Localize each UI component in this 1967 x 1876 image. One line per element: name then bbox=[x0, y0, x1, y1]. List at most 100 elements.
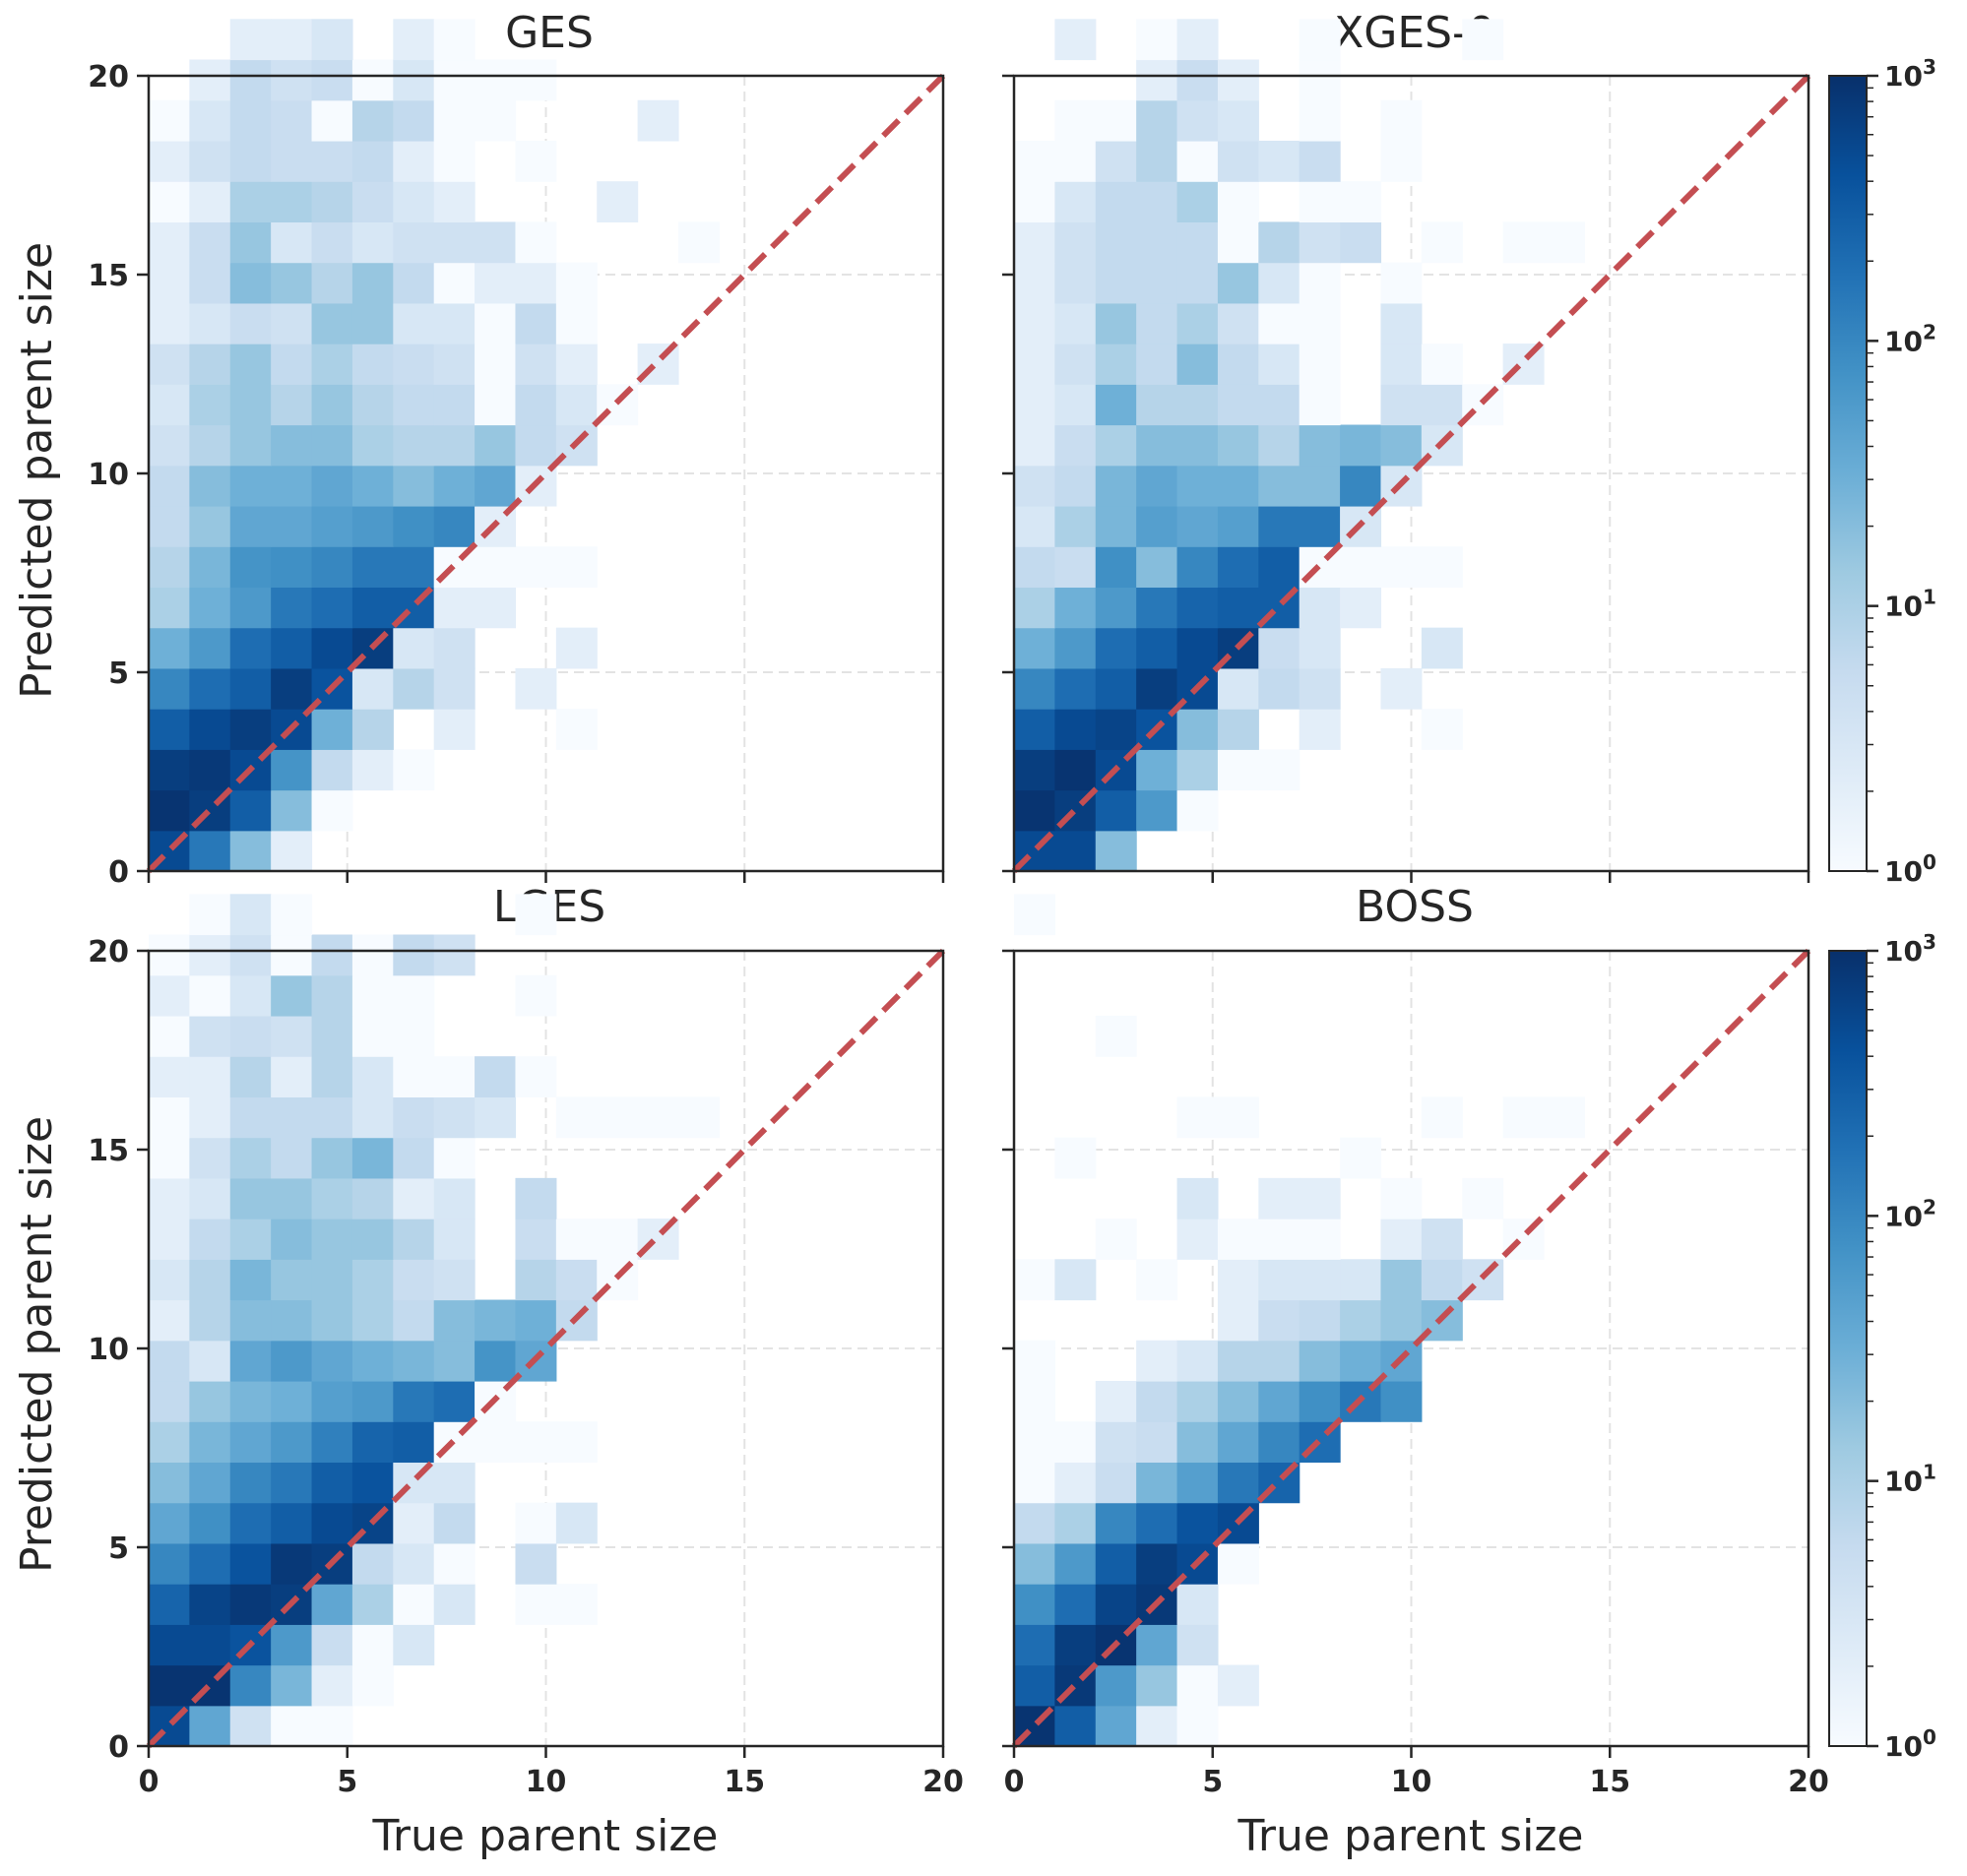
heatmap-cell bbox=[1054, 1705, 1097, 1747]
heatmap-cell bbox=[229, 99, 272, 142]
heatmap-cell bbox=[393, 465, 435, 507]
heatmap-cell bbox=[1014, 789, 1055, 832]
y-ticks bbox=[1002, 949, 1014, 1748]
heatmap-cell bbox=[1258, 1299, 1301, 1342]
heatmap-cell bbox=[271, 974, 313, 1017]
heatmap-cell bbox=[229, 1137, 272, 1179]
heatmap-cell bbox=[1217, 424, 1259, 467]
heatmap-cell bbox=[433, 1299, 476, 1342]
heatmap-cell bbox=[149, 1137, 190, 1179]
heatmap-cell bbox=[1136, 1421, 1178, 1464]
heatmap-cell bbox=[1421, 709, 1463, 750]
heatmap-cell bbox=[678, 1096, 720, 1139]
heatmap-cell bbox=[475, 1299, 517, 1342]
heatmap-cell bbox=[1299, 99, 1341, 142]
heatmap-cell bbox=[1136, 384, 1178, 426]
heatmap-cell bbox=[1258, 546, 1301, 589]
heatmap-cell bbox=[1014, 140, 1055, 182]
heatmap-cell bbox=[1258, 465, 1301, 507]
heatmap-cell bbox=[515, 344, 557, 385]
x-tick-label: 20 bbox=[922, 1765, 964, 1799]
heatmap-cell bbox=[1502, 221, 1545, 264]
heatmap-cell bbox=[1217, 1542, 1259, 1585]
heatmap-cell bbox=[271, 1380, 313, 1422]
heatmap-cell bbox=[229, 1542, 272, 1585]
heatmap-cell bbox=[1217, 546, 1259, 589]
heatmap-cell bbox=[311, 1421, 353, 1464]
heatmap-cell bbox=[393, 1056, 435, 1097]
heatmap-cell bbox=[149, 1462, 190, 1504]
panel-title: GES bbox=[505, 8, 594, 58]
heatmap-cell bbox=[351, 505, 394, 547]
heatmap-cell bbox=[271, 1340, 313, 1382]
heatmap-cell bbox=[515, 140, 557, 182]
heatmap-cell bbox=[1095, 1542, 1137, 1585]
heatmap-cell bbox=[1054, 667, 1097, 710]
heatmap-cell bbox=[475, 59, 517, 101]
heatmap-cell bbox=[1054, 1259, 1097, 1301]
heatmap-cell bbox=[1380, 262, 1423, 304]
heatmap-cell bbox=[271, 1219, 313, 1260]
heatmap-cell bbox=[1258, 384, 1301, 426]
heatmap-cell bbox=[1176, 1219, 1219, 1260]
heatmap-cell bbox=[1054, 262, 1097, 304]
heatmap-cell bbox=[555, 302, 598, 344]
heatmap-cell bbox=[1095, 384, 1137, 426]
heatmap-cell bbox=[393, 302, 435, 344]
heatmap-cell bbox=[189, 587, 231, 629]
heatmap-cell bbox=[189, 1015, 231, 1057]
heatmap-cell bbox=[351, 1299, 394, 1342]
heatmap-cell bbox=[351, 667, 394, 710]
y-axis-label-top: Predicted parent size bbox=[12, 242, 62, 699]
heatmap-cell bbox=[311, 1299, 353, 1342]
heatmap-cell bbox=[189, 1705, 231, 1747]
heatmap-cell bbox=[1217, 1219, 1259, 1260]
heatmap-cell bbox=[311, 934, 353, 976]
heatmap-cell bbox=[229, 344, 272, 385]
heatmap-cell bbox=[229, 302, 272, 344]
heatmap-cell bbox=[393, 1219, 435, 1260]
heatmap-cell bbox=[555, 1502, 598, 1544]
heatmap-cell bbox=[189, 1502, 231, 1544]
heatmap-cell bbox=[515, 59, 557, 101]
colorbar-tick-label: 102 bbox=[1884, 1195, 1936, 1232]
heatmap-cell bbox=[1299, 1380, 1341, 1422]
heatmap-cell bbox=[351, 934, 394, 976]
heatmap-cells bbox=[149, 19, 720, 872]
heatmap-cell bbox=[271, 1664, 313, 1707]
panel-boss: BOSS 0 5 10 15 20 bbox=[1002, 882, 1829, 1799]
heatmap-cell bbox=[1258, 344, 1301, 385]
heatmap-cell bbox=[189, 344, 231, 385]
heatmap-cell bbox=[1299, 262, 1341, 304]
heatmap-cell bbox=[1136, 789, 1178, 832]
heatmap-cell bbox=[393, 1096, 435, 1139]
heatmap-cell bbox=[311, 627, 353, 669]
heatmap-cell bbox=[1340, 465, 1382, 507]
heatmap-cell bbox=[393, 1015, 435, 1057]
x-ticks bbox=[147, 871, 945, 883]
heatmap-cell bbox=[1380, 1259, 1423, 1301]
heatmap-cell bbox=[149, 1542, 190, 1585]
heatmap-cell bbox=[311, 1380, 353, 1422]
heatmap-cell bbox=[1380, 424, 1423, 467]
heatmap-cell bbox=[1258, 667, 1301, 710]
heatmap-cell bbox=[1014, 749, 1055, 791]
heatmap-cell bbox=[1380, 384, 1423, 426]
heatmap-cell bbox=[597, 181, 639, 222]
heatmap-cell bbox=[1421, 221, 1463, 264]
heatmap-cell bbox=[555, 1259, 598, 1301]
heatmap-cell bbox=[1217, 667, 1259, 710]
y-tick-label: 15 bbox=[88, 259, 129, 293]
heatmap-cell bbox=[1421, 627, 1463, 669]
heatmap-cell bbox=[1258, 262, 1301, 304]
heatmap-cell bbox=[271, 19, 313, 61]
heatmap-cell bbox=[1299, 221, 1341, 264]
heatmap-cell bbox=[149, 1259, 190, 1301]
heatmap-cell bbox=[229, 1664, 272, 1707]
heatmap-cell bbox=[149, 1299, 190, 1342]
heatmap-cell bbox=[597, 1096, 639, 1139]
heatmap-cell bbox=[1136, 465, 1178, 507]
heatmap-cell bbox=[229, 1015, 272, 1057]
heatmap-cell bbox=[189, 627, 231, 669]
heatmap-cell bbox=[311, 465, 353, 507]
